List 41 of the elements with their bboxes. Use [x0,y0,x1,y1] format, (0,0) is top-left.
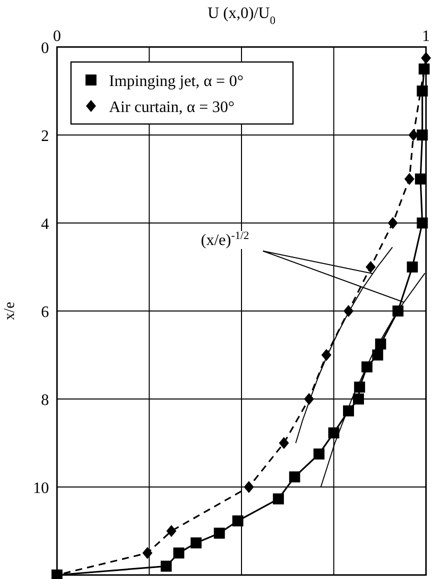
point [142,547,152,559]
point [354,382,366,393]
y-tick-label: 6 [41,304,49,321]
point [416,86,428,96]
point [328,427,340,438]
y-tick-label: 0 [41,40,49,57]
legend-label: Impinging jet, α = 0° [109,73,244,90]
point [416,218,428,228]
point [343,405,354,416]
point [166,525,176,537]
point [190,537,202,548]
point [313,448,324,460]
point [418,64,430,74]
y-tick-label: 10 [33,480,49,497]
point [404,173,414,185]
point [232,515,244,526]
point [414,174,426,184]
y-tick-label: 4 [41,216,49,233]
y-tick-label: 2 [41,128,49,145]
point [408,129,418,141]
point [416,130,428,140]
point [352,394,364,404]
point [272,493,284,504]
point [361,361,372,372]
legend-label: Air curtain, α = 30° [109,99,235,116]
point [388,217,398,229]
x-axis-title: U (x,0)/U$_{0}$ [208,5,276,27]
point [421,52,431,64]
point [214,528,225,539]
point [372,350,384,360]
point [366,261,376,273]
point [244,481,254,493]
y-tick-label: 8 [41,392,49,409]
y-axis-title: x/e [2,301,18,320]
point [406,262,418,272]
x-tick-label: 1 [422,28,430,45]
point [173,548,184,558]
point [160,560,172,572]
annotation: (x/e)$^{-1/2}$ [200,230,250,249]
point [278,437,289,449]
point [289,471,300,482]
